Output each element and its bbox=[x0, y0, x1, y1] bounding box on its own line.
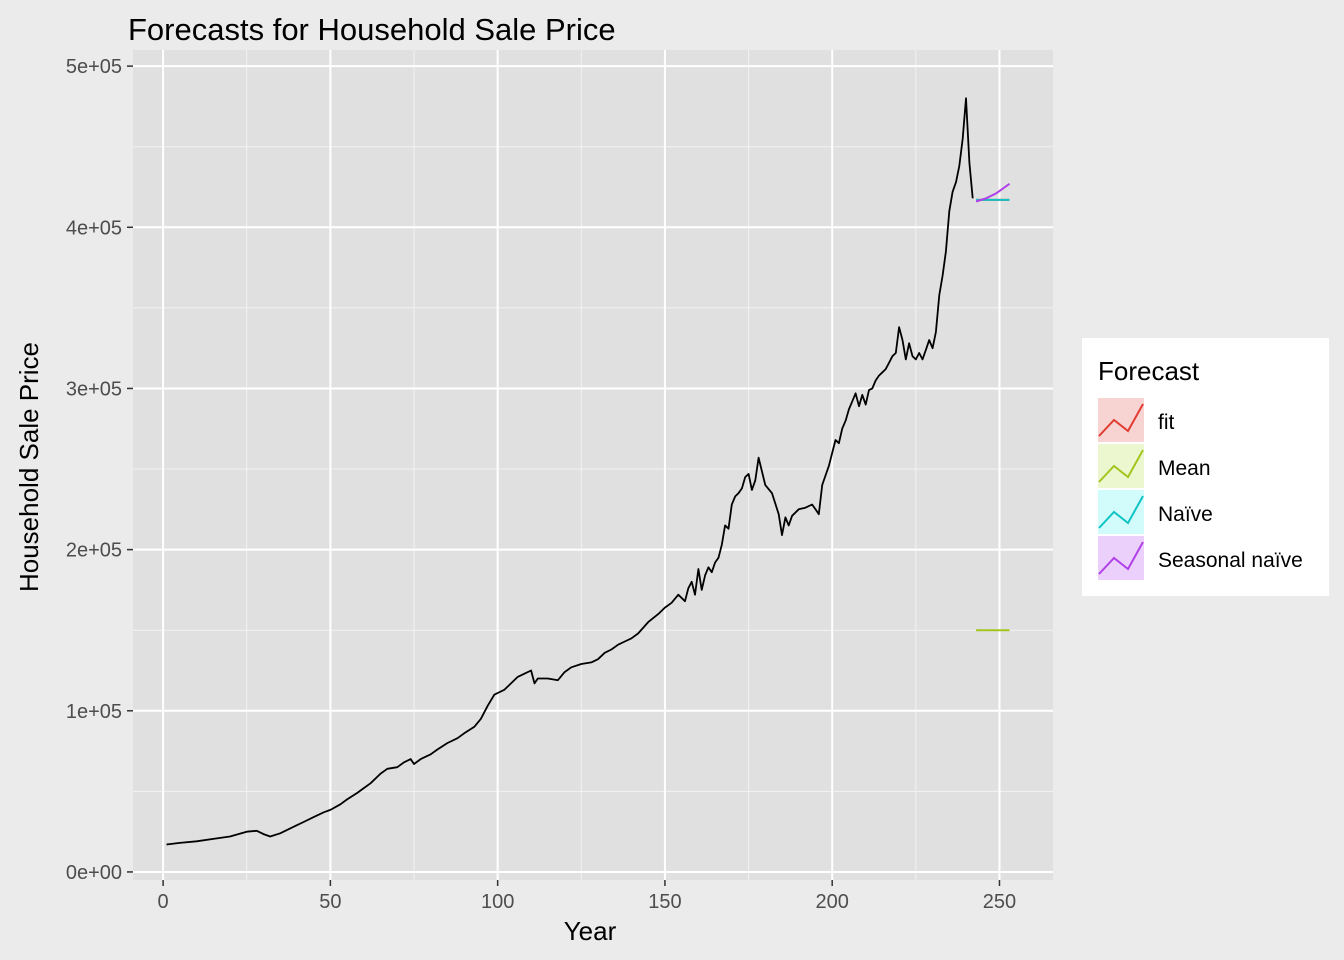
legend-key-seasonal-na-ve bbox=[1098, 536, 1144, 580]
y-tick-label: 4e+05 bbox=[66, 217, 122, 239]
legend-key-fit bbox=[1098, 398, 1144, 442]
y-tick-label: 5e+05 bbox=[66, 56, 122, 78]
legend-label-fit: fit bbox=[1158, 411, 1175, 434]
x-axis-label: Year bbox=[564, 916, 617, 946]
legend-title: Forecast bbox=[1098, 356, 1200, 386]
legend-glyph-fit bbox=[1098, 403, 1144, 437]
history-line bbox=[166, 97, 974, 846]
grid-major bbox=[133, 50, 1053, 880]
legend-label-na-ve: Naïve bbox=[1158, 503, 1213, 526]
x-tick-label: 100 bbox=[481, 891, 514, 913]
legend-glyph-na-ve bbox=[1098, 495, 1144, 529]
y-tick-label: 0e+00 bbox=[66, 862, 122, 884]
forecast-line-seasonal-na-ve bbox=[975, 182, 1011, 203]
y-axis-label: Household Sale Price bbox=[14, 342, 44, 592]
legend-key-mean bbox=[1098, 444, 1144, 488]
legend-glyph-mean bbox=[1098, 449, 1144, 483]
grid-minor bbox=[133, 50, 1053, 880]
legend-label-mean: Mean bbox=[1158, 457, 1211, 480]
x-tick-label: 250 bbox=[983, 891, 1016, 913]
legend-keys: fit Mean Naïve Seasonal naïve bbox=[1098, 398, 1303, 580]
y-tick-label: 1e+05 bbox=[66, 701, 122, 723]
y-tick-label: 2e+05 bbox=[66, 540, 122, 562]
x-tick-label: 0 bbox=[158, 891, 169, 913]
axes-layer: 0 50 100 150 200 250 0e+00 1e+05 2e+05 3e+05 4e+05… bbox=[66, 56, 1016, 913]
y-tick-label: 3e+05 bbox=[66, 378, 122, 400]
legend-key-na-ve bbox=[1098, 490, 1144, 534]
legend-glyph-seasonal-na-ve bbox=[1098, 541, 1144, 575]
plot-panel bbox=[133, 50, 1053, 880]
chart-title: Forecasts for Household Sale Price bbox=[128, 12, 616, 47]
legend: Forecast fit Mean Naïve Seasonal naïve bbox=[1082, 338, 1329, 596]
x-tick-label: 200 bbox=[816, 891, 849, 913]
legend-label-seasonal-na-ve: Seasonal naïve bbox=[1158, 549, 1303, 572]
x-tick-label: 150 bbox=[648, 891, 681, 913]
series-layer bbox=[166, 97, 1011, 846]
x-tick-label: 50 bbox=[319, 891, 341, 913]
